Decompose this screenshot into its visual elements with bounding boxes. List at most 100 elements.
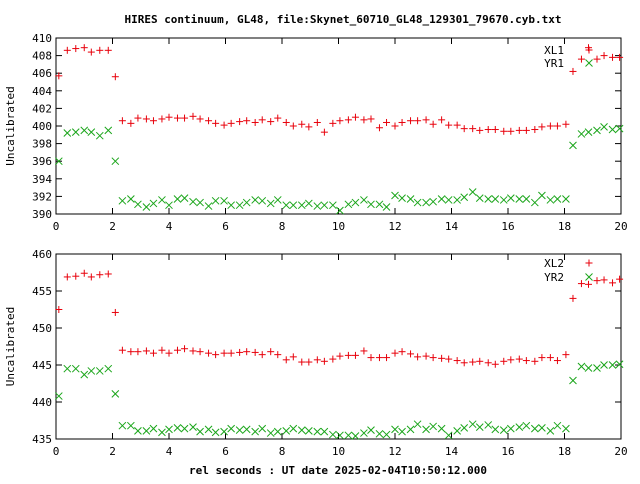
data-point-d2 — [506, 424, 515, 433]
data-point-d2 — [437, 424, 446, 433]
data-point — [71, 128, 80, 137]
data-point — [71, 364, 80, 373]
y-tick-label: 396 — [32, 155, 52, 168]
x-tick-label: 16 — [501, 220, 514, 233]
data-point-d2 — [460, 193, 469, 202]
data-point-d2 — [80, 370, 89, 379]
data-point — [54, 157, 63, 166]
data-point — [375, 124, 383, 132]
data-point — [406, 195, 415, 203]
data-point — [313, 356, 321, 364]
data-point — [80, 269, 88, 277]
y-tick-label: 390 — [32, 208, 52, 221]
data-point — [282, 356, 290, 364]
data-point-d2 — [189, 197, 197, 206]
data-point — [475, 423, 484, 432]
data-point — [506, 424, 515, 433]
data-point-d2 — [475, 423, 484, 432]
data-point-d2 — [54, 157, 63, 166]
data-point-d2 — [382, 430, 391, 439]
data-point — [173, 346, 181, 354]
data-point — [63, 129, 72, 137]
data-point — [173, 424, 182, 432]
legend-marker — [585, 59, 593, 67]
data-point — [149, 424, 158, 433]
data-point-d2 — [413, 420, 422, 429]
data-point — [491, 195, 500, 203]
x-tick-label: 2 — [109, 445, 116, 458]
data-point-d2 — [553, 195, 562, 203]
data-point — [360, 347, 368, 355]
data-point-d2 — [95, 367, 104, 375]
data-point — [422, 116, 430, 124]
plot-frame — [55, 253, 622, 440]
data-point — [127, 348, 135, 356]
data-point-d2 — [398, 194, 406, 203]
data-point — [577, 280, 585, 288]
data-point — [134, 114, 142, 122]
data-point-d2 — [158, 428, 166, 437]
data-point — [55, 72, 63, 80]
data-point-d2 — [553, 421, 562, 430]
x-tick-label: 10 — [332, 220, 345, 233]
data-point — [360, 116, 368, 124]
panel-2: 435 440 445 450 455 460 0 2 4 6 8 10 12 14 16 18 20 Uncal… — [4, 248, 628, 458]
data-point-d2 — [429, 197, 437, 206]
data-point — [600, 123, 608, 131]
data-point — [468, 420, 477, 429]
data-point — [258, 116, 266, 124]
data-point — [491, 425, 500, 434]
data-point-d2 — [398, 427, 406, 436]
data-point — [476, 126, 484, 134]
data-point — [87, 48, 95, 56]
data-point-d2 — [530, 424, 539, 433]
data-point — [553, 122, 561, 130]
data-point-d2 — [453, 196, 462, 204]
x-tick-label: 6 — [222, 220, 229, 233]
data-point-d2 — [304, 199, 313, 208]
data-point — [367, 115, 375, 123]
data-point — [267, 348, 275, 356]
data-point-d2 — [149, 424, 158, 433]
legend-marker — [585, 273, 593, 281]
data-point-d2 — [242, 425, 251, 434]
data-point-d2 — [251, 427, 260, 436]
data-point-d2 — [142, 203, 151, 211]
data-point — [569, 294, 577, 302]
data-point — [429, 120, 437, 128]
x-tick-label: 4 — [166, 445, 173, 458]
y-tick-label: 404 — [32, 85, 52, 98]
data-point — [491, 126, 499, 134]
data-point-d2 — [118, 421, 127, 430]
data-point — [406, 425, 415, 434]
y-tick-label: 440 — [32, 396, 52, 409]
data-point — [398, 348, 406, 356]
data-point-d2 — [173, 195, 182, 203]
data-point — [569, 67, 577, 75]
data-point — [329, 119, 337, 127]
y-tick-label: 450 — [32, 322, 52, 335]
data-point-d2 — [204, 425, 213, 434]
data-point-d2 — [375, 200, 384, 209]
data-point-d2 — [63, 129, 72, 137]
data-point — [351, 351, 359, 359]
data-point — [460, 359, 468, 367]
data-point — [515, 195, 524, 203]
data-point-d2 — [149, 199, 158, 208]
data-point — [360, 429, 368, 437]
data-point — [251, 196, 260, 204]
data-point-d2 — [266, 429, 275, 437]
data-point — [173, 195, 182, 203]
data-point — [593, 55, 601, 63]
data-point-d2 — [367, 200, 375, 209]
data-point-d2 — [577, 130, 586, 138]
x-tick-label: 18 — [558, 445, 571, 458]
data-point-d2 — [360, 196, 368, 204]
y-tick-label: 394 — [32, 173, 52, 186]
x-tick-label: 2 — [109, 220, 116, 233]
data-point-d2 — [336, 206, 344, 215]
data-point — [118, 196, 127, 205]
data-point — [298, 120, 306, 128]
data-point — [609, 279, 617, 287]
